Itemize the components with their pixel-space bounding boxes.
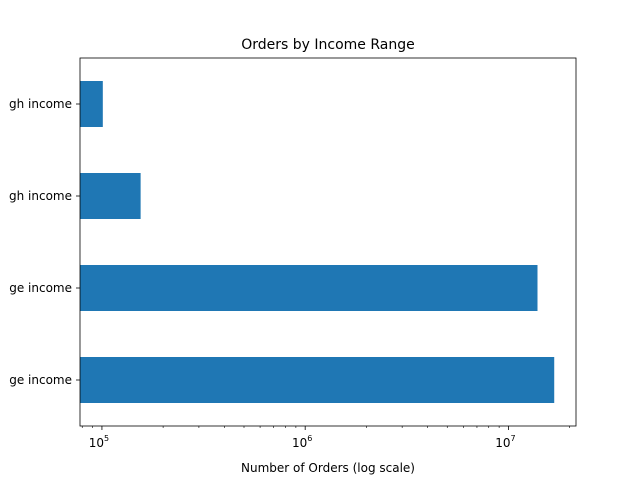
y-tick-label: gh income — [9, 189, 72, 203]
bar — [80, 357, 555, 403]
y-tick-label: gh income — [9, 97, 72, 111]
bar — [80, 173, 141, 219]
y-tick-label: ge income — [9, 373, 72, 387]
plot-frame — [79, 57, 577, 427]
x-tick-label: 106 — [292, 434, 312, 450]
bar — [80, 265, 538, 311]
chart-title: Orders by Income Range — [241, 37, 415, 53]
x-tick-label: 107 — [495, 434, 515, 450]
x-tick-label: 105 — [89, 434, 109, 450]
y-tick-label: ge income — [9, 281, 72, 295]
x-axis-label: Number of Orders (log scale) — [241, 461, 415, 475]
bar — [80, 81, 103, 127]
